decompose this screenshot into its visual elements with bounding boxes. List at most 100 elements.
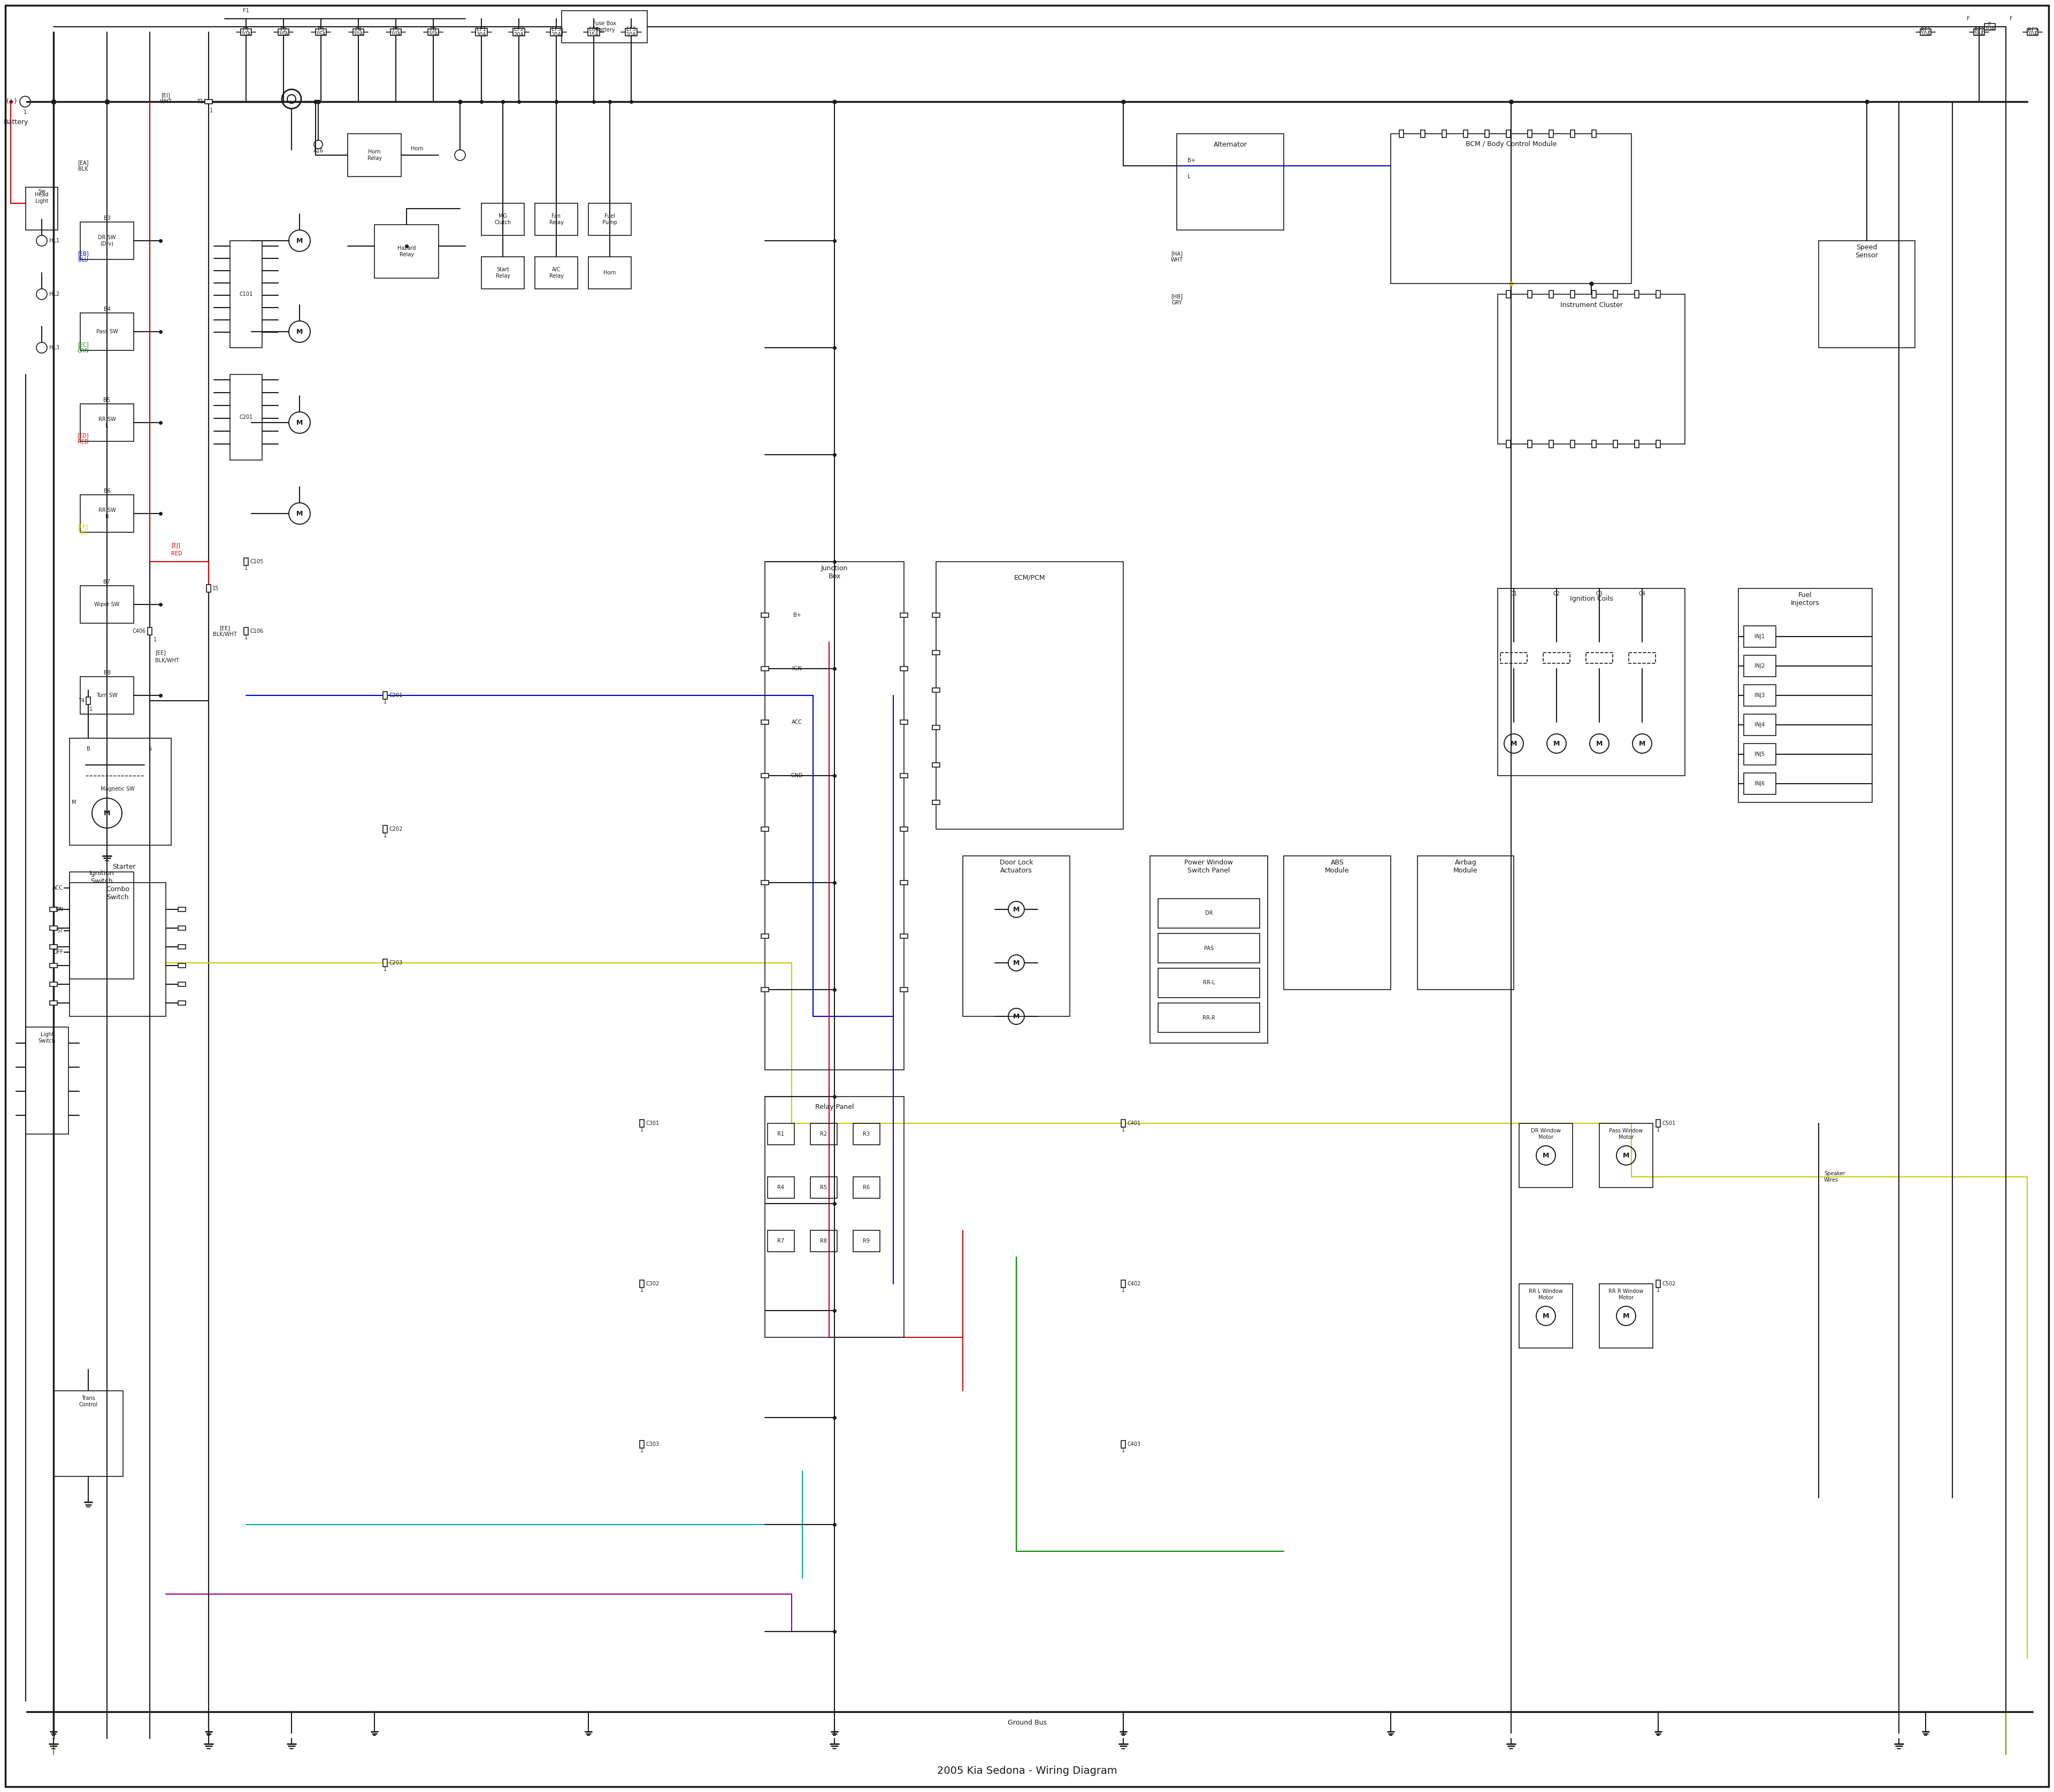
- Bar: [86, 697, 90, 704]
- Bar: [1150, 857, 1267, 1043]
- Bar: [70, 738, 170, 846]
- Bar: [933, 613, 941, 616]
- Bar: [1177, 134, 1284, 229]
- Text: R1: R1: [778, 1131, 785, 1136]
- Text: F: F: [2009, 16, 2013, 22]
- Text: Trans
Control: Trans Control: [78, 1396, 99, 1407]
- Text: RR-R: RR-R: [1202, 1014, 1216, 1020]
- Bar: [534, 202, 577, 235]
- Text: Turn SW: Turn SW: [97, 694, 117, 699]
- Text: HL3: HL3: [49, 346, 60, 351]
- Text: 1: 1: [1121, 1448, 1126, 1453]
- Text: M: M: [72, 799, 76, 805]
- Bar: [347, 134, 401, 177]
- Bar: [639, 1120, 645, 1127]
- Text: 1: 1: [1656, 1127, 1660, 1133]
- Text: WHT: WHT: [160, 99, 173, 104]
- Bar: [1421, 131, 1425, 138]
- Text: 10A: 10A: [353, 32, 364, 38]
- Bar: [1600, 1124, 1653, 1188]
- Text: HL2: HL2: [49, 292, 60, 297]
- Bar: [25, 1027, 68, 1134]
- Bar: [1499, 652, 1526, 663]
- Text: 1: 1: [641, 1448, 643, 1453]
- Text: F1: F1: [242, 7, 249, 13]
- Text: 10A: 10A: [279, 32, 288, 38]
- Text: ACC: ACC: [791, 719, 803, 724]
- Bar: [762, 987, 768, 991]
- Text: F5: F5: [392, 27, 398, 32]
- Text: 1: 1: [88, 706, 92, 711]
- Bar: [1744, 625, 1777, 647]
- Bar: [49, 982, 58, 986]
- Bar: [1592, 441, 1596, 448]
- Bar: [1121, 1120, 1126, 1127]
- Text: B4: B4: [103, 306, 111, 312]
- Text: F6: F6: [429, 27, 435, 32]
- Text: B5: B5: [103, 398, 111, 403]
- Text: INJ6: INJ6: [1754, 781, 1764, 787]
- Text: C406: C406: [134, 629, 146, 634]
- Bar: [179, 964, 185, 968]
- Bar: [768, 1177, 795, 1199]
- Text: RF1: RF1: [1920, 27, 1931, 32]
- Bar: [852, 1177, 879, 1199]
- Bar: [762, 667, 768, 670]
- Text: [EC]
GRN: [EC] GRN: [78, 342, 88, 353]
- Bar: [764, 561, 904, 1070]
- Bar: [937, 561, 1124, 830]
- Text: DR Window
Motor: DR Window Motor: [1530, 1129, 1561, 1140]
- Bar: [1158, 934, 1259, 962]
- Bar: [762, 826, 768, 831]
- Bar: [1520, 1124, 1573, 1188]
- Text: T1: T1: [197, 99, 203, 104]
- Bar: [230, 375, 263, 461]
- Text: Hazard
Relay: Hazard Relay: [396, 246, 415, 258]
- Text: F3: F3: [318, 27, 325, 32]
- Text: C202: C202: [388, 826, 403, 831]
- Text: B: B: [86, 745, 90, 751]
- Text: 30A: 30A: [477, 32, 487, 38]
- Text: EF5: EF5: [626, 27, 637, 32]
- Bar: [481, 256, 524, 289]
- Text: 10A: 10A: [1984, 27, 1994, 32]
- Text: 1: 1: [1121, 1288, 1126, 1292]
- Text: HL1: HL1: [49, 238, 60, 244]
- Bar: [764, 1097, 904, 1337]
- Bar: [1158, 1004, 1259, 1032]
- Bar: [587, 256, 631, 289]
- Bar: [1497, 294, 1684, 444]
- Text: 10A: 10A: [240, 32, 251, 38]
- Bar: [1158, 968, 1259, 998]
- Text: Speaker
Wires: Speaker Wires: [1824, 1170, 1844, 1183]
- Text: 10A: 10A: [427, 32, 438, 38]
- Text: GND: GND: [791, 772, 803, 778]
- Text: 20A: 20A: [550, 32, 561, 38]
- Text: Wiper SW: Wiper SW: [94, 602, 119, 607]
- Bar: [1635, 441, 1639, 448]
- Text: M: M: [103, 810, 111, 817]
- Bar: [933, 801, 941, 805]
- Text: RR R Window
Motor: RR R Window Motor: [1608, 1288, 1643, 1301]
- Text: C402: C402: [1128, 1281, 1140, 1287]
- Bar: [900, 826, 908, 831]
- Text: RR L Window
Motor: RR L Window Motor: [1528, 1288, 1563, 1301]
- Text: 15: 15: [212, 586, 220, 591]
- Bar: [374, 224, 440, 278]
- Text: F2: F2: [279, 27, 288, 32]
- Bar: [1612, 441, 1619, 448]
- Bar: [1738, 588, 1871, 803]
- Text: R7: R7: [776, 1238, 785, 1244]
- Text: 1: 1: [1121, 1127, 1126, 1133]
- Text: M: M: [1596, 740, 1602, 747]
- Text: C302: C302: [645, 1281, 659, 1287]
- Text: Magnetic SW: Magnetic SW: [101, 787, 136, 792]
- Bar: [933, 650, 941, 654]
- Bar: [768, 1124, 795, 1145]
- Bar: [1818, 240, 1914, 348]
- Text: M: M: [1013, 959, 1019, 966]
- Bar: [382, 692, 388, 699]
- Bar: [1744, 656, 1777, 677]
- Text: 10A: 10A: [2027, 32, 2038, 38]
- Bar: [49, 964, 58, 968]
